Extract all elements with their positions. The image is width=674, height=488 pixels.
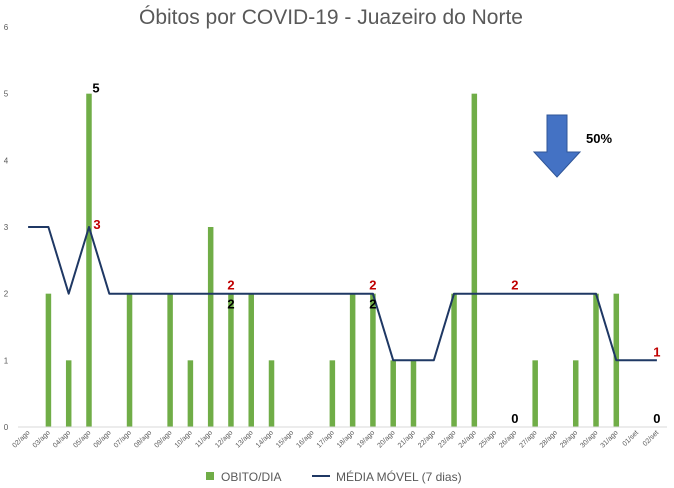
bar	[228, 293, 234, 427]
x-tick-label: 24/ago	[458, 429, 478, 449]
bar	[65, 360, 72, 427]
x-tick-label: 08/ago	[133, 429, 153, 449]
data-label: 3	[93, 217, 100, 232]
x-tick-label: 06/ago	[93, 429, 113, 449]
data-label: 2	[369, 297, 376, 312]
x-tick-label: 21/ago	[397, 429, 417, 449]
bar	[329, 360, 336, 427]
x-tick-label: 02/ago	[11, 429, 31, 449]
bar	[167, 293, 173, 427]
bar-series	[45, 93, 620, 428]
x-tick-label: 15/ago	[275, 429, 295, 449]
down-arrow-icon	[532, 114, 582, 178]
x-tick-label: 26/ago	[498, 429, 518, 449]
x-tick-label: 09/ago	[153, 429, 173, 449]
bar	[370, 293, 376, 427]
y-tick-label: 4	[4, 156, 9, 165]
x-tick-label: 19/ago	[356, 429, 376, 449]
x-tick-label: 20/ago	[377, 429, 397, 449]
data-label: 2	[227, 297, 234, 312]
x-tick-label: 17/ago	[316, 429, 336, 449]
data-label: 1	[653, 344, 660, 359]
data-label: 0	[511, 411, 518, 426]
line-series	[28, 226, 657, 362]
data-label: 2	[511, 278, 518, 293]
x-tick-label: 23/ago	[437, 429, 457, 449]
bar	[532, 360, 538, 427]
x-tick-label: 22/ago	[417, 429, 437, 449]
y-tick-label: 5	[4, 90, 9, 99]
chart-title: Óbitos por COVID-19 - Juazeiro do Norte	[139, 6, 523, 29]
bar	[187, 360, 194, 427]
bar	[451, 293, 457, 427]
bar	[593, 293, 599, 427]
data-label: 0	[653, 411, 660, 426]
x-tick-label: 02/set	[642, 429, 660, 447]
bar	[471, 93, 478, 428]
y-tick-label: 1	[4, 356, 9, 365]
legend-swatch-bar	[206, 472, 214, 480]
legend: OBITO/DIA MÉDIA MÓVEL (7 dias)	[206, 469, 462, 484]
x-tick-label: 27/ago	[518, 429, 538, 449]
x-tick-label: 13/ago	[235, 429, 255, 449]
x-tick-label: 16/ago	[295, 429, 315, 449]
bar	[207, 227, 214, 427]
legend-label-line: MÉDIA MÓVEL (7 dias)	[336, 469, 462, 484]
x-tick-label: 12/ago	[214, 429, 234, 449]
x-tick-label: 01/set	[622, 429, 640, 447]
callout: 50%	[532, 114, 612, 178]
x-tick-label: 11/ago	[194, 429, 214, 449]
data-annotations: 5 3 2 2 2 2 2 0 1 0	[92, 81, 660, 426]
y-tick-label: 3	[4, 223, 9, 232]
y-axis: 0 1 2 3 4 5 6	[4, 23, 9, 432]
legend-label-bar: OBITO/DIA	[221, 470, 281, 484]
x-tick-label: 14/ago	[255, 429, 275, 449]
y-tick-label: 0	[4, 423, 9, 432]
x-tick-label: 03/ago	[32, 429, 52, 449]
x-tick-label: 30/ago	[579, 429, 599, 449]
bar	[390, 360, 396, 427]
x-tick-label: 05/ago	[72, 429, 92, 449]
x-tick-label: 04/ago	[52, 429, 72, 449]
bar	[248, 293, 254, 427]
callout-text: 50%	[586, 131, 612, 146]
x-tick-label: 18/ago	[336, 429, 356, 449]
bar	[45, 293, 52, 427]
data-label: 2	[227, 278, 234, 293]
x-tick-label: 28/ago	[539, 429, 559, 449]
x-tick-label: 25/ago	[478, 429, 498, 449]
bar	[349, 293, 356, 427]
bar	[86, 93, 92, 428]
bar	[572, 360, 579, 427]
data-label: 2	[369, 278, 376, 293]
y-tick-label: 6	[4, 23, 9, 32]
data-label: 5	[92, 81, 99, 96]
bar	[268, 360, 275, 427]
x-tick-label: 10/ago	[174, 429, 194, 449]
bar	[126, 293, 133, 427]
x-tick-label: 07/ago	[113, 429, 133, 449]
y-tick-label: 2	[4, 290, 9, 299]
x-tick-label: 29/ago	[559, 429, 579, 449]
x-tick-label: 31/ago	[600, 429, 620, 449]
x-axis: 02/ago 03/ago 04/ago 05/ago 06/ago 07/ago 08/a…	[11, 429, 660, 449]
moving-average-line	[28, 226, 657, 362]
bar	[410, 360, 417, 427]
